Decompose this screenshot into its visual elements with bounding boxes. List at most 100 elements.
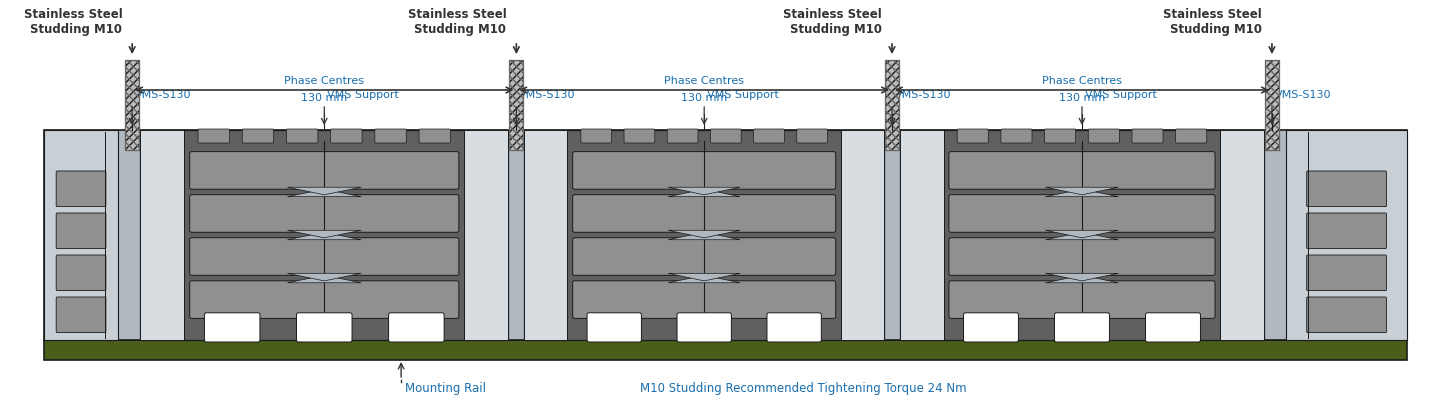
FancyBboxPatch shape [198, 129, 230, 143]
Text: VMS Support: VMS Support [328, 90, 399, 100]
Bar [1220, 130, 1265, 340]
FancyBboxPatch shape [677, 313, 731, 342]
FancyBboxPatch shape [190, 281, 458, 318]
Text: Stainless Steel
Studding M10: Stainless Steel Studding M10 [1164, 8, 1262, 36]
Text: Phase Centres: Phase Centres [1042, 76, 1122, 86]
Polygon shape [1046, 189, 1118, 197]
FancyBboxPatch shape [190, 152, 458, 189]
FancyBboxPatch shape [286, 129, 318, 143]
Text: VMS-S130: VMS-S130 [135, 90, 191, 100]
Bar [125, 60, 139, 150]
Bar [139, 130, 184, 340]
Text: Stainless Steel
Studding M10: Stainless Steel Studding M10 [783, 8, 882, 36]
FancyBboxPatch shape [1306, 171, 1387, 206]
Polygon shape [287, 230, 361, 238]
FancyBboxPatch shape [573, 195, 836, 232]
Text: 130 mm: 130 mm [1059, 93, 1105, 103]
FancyBboxPatch shape [190, 195, 458, 232]
Bar [464, 130, 509, 340]
FancyBboxPatch shape [753, 129, 785, 143]
Text: VMS-S130: VMS-S130 [519, 90, 576, 100]
FancyBboxPatch shape [420, 129, 450, 143]
Text: M10 Studding Recommended Tightening Torque 24 Nm: M10 Studding Recommended Tightening Torq… [639, 382, 967, 395]
Polygon shape [287, 273, 361, 281]
Polygon shape [1046, 230, 1118, 238]
Polygon shape [1046, 187, 1118, 195]
Polygon shape [668, 273, 740, 281]
Bar [1265, 60, 1279, 150]
FancyBboxPatch shape [948, 281, 1216, 318]
Text: Mounting Rail: Mounting Rail [405, 382, 486, 395]
Text: Phase Centres: Phase Centres [285, 76, 364, 86]
Polygon shape [287, 275, 361, 283]
Bar [43, 130, 118, 340]
Text: Stainless Steel
Studding M10: Stainless Steel Studding M10 [23, 8, 122, 36]
FancyBboxPatch shape [388, 313, 444, 342]
FancyBboxPatch shape [624, 129, 655, 143]
FancyBboxPatch shape [963, 313, 1019, 342]
FancyBboxPatch shape [573, 152, 836, 189]
FancyBboxPatch shape [573, 238, 836, 275]
Bar [43, 130, 1407, 340]
FancyBboxPatch shape [710, 129, 741, 143]
Polygon shape [287, 232, 361, 240]
FancyBboxPatch shape [948, 195, 1216, 232]
FancyBboxPatch shape [1002, 129, 1032, 143]
Bar [510, 60, 523, 150]
Bar [1286, 130, 1407, 340]
FancyBboxPatch shape [56, 171, 106, 206]
FancyBboxPatch shape [56, 213, 106, 248]
Bar [525, 130, 884, 340]
Text: 130 mm: 130 mm [681, 93, 727, 103]
FancyBboxPatch shape [296, 313, 352, 342]
FancyBboxPatch shape [204, 313, 260, 342]
FancyBboxPatch shape [1088, 129, 1119, 143]
Polygon shape [668, 232, 740, 240]
FancyBboxPatch shape [767, 313, 822, 342]
Bar [1265, 60, 1279, 150]
FancyBboxPatch shape [1175, 129, 1207, 143]
FancyBboxPatch shape [573, 281, 836, 318]
Bar [510, 60, 523, 150]
Text: VMS-S130: VMS-S130 [1275, 90, 1332, 100]
FancyBboxPatch shape [667, 129, 698, 143]
Bar [841, 130, 884, 340]
Text: VMS Support: VMS Support [1085, 90, 1157, 100]
Polygon shape [1046, 232, 1118, 240]
FancyBboxPatch shape [588, 313, 641, 342]
FancyBboxPatch shape [243, 129, 273, 143]
Bar [900, 130, 944, 340]
FancyBboxPatch shape [375, 129, 407, 143]
Bar [885, 60, 900, 150]
FancyBboxPatch shape [1045, 129, 1076, 143]
Polygon shape [668, 230, 740, 238]
Text: Stainless Steel
Studding M10: Stainless Steel Studding M10 [408, 8, 506, 36]
Polygon shape [668, 275, 740, 283]
FancyBboxPatch shape [581, 129, 612, 143]
FancyBboxPatch shape [1132, 129, 1163, 143]
Bar [125, 60, 139, 150]
Bar [43, 340, 1407, 360]
Polygon shape [1046, 275, 1118, 283]
FancyBboxPatch shape [957, 129, 989, 143]
Text: VMS-S130: VMS-S130 [895, 90, 951, 100]
Text: VMS Support: VMS Support [707, 90, 779, 100]
Bar [525, 130, 568, 340]
FancyBboxPatch shape [1145, 313, 1200, 342]
Bar [885, 60, 900, 150]
FancyBboxPatch shape [1306, 297, 1387, 333]
FancyBboxPatch shape [1306, 213, 1387, 248]
FancyBboxPatch shape [331, 129, 362, 143]
Bar [900, 130, 1265, 340]
Text: 130 mm: 130 mm [302, 93, 348, 103]
FancyBboxPatch shape [56, 297, 106, 333]
Polygon shape [287, 189, 361, 197]
Bar [139, 130, 509, 340]
Polygon shape [668, 189, 740, 197]
FancyBboxPatch shape [56, 255, 106, 290]
Polygon shape [668, 187, 740, 195]
FancyBboxPatch shape [948, 152, 1216, 189]
FancyBboxPatch shape [190, 238, 458, 275]
FancyBboxPatch shape [1306, 255, 1387, 290]
FancyBboxPatch shape [796, 129, 828, 143]
